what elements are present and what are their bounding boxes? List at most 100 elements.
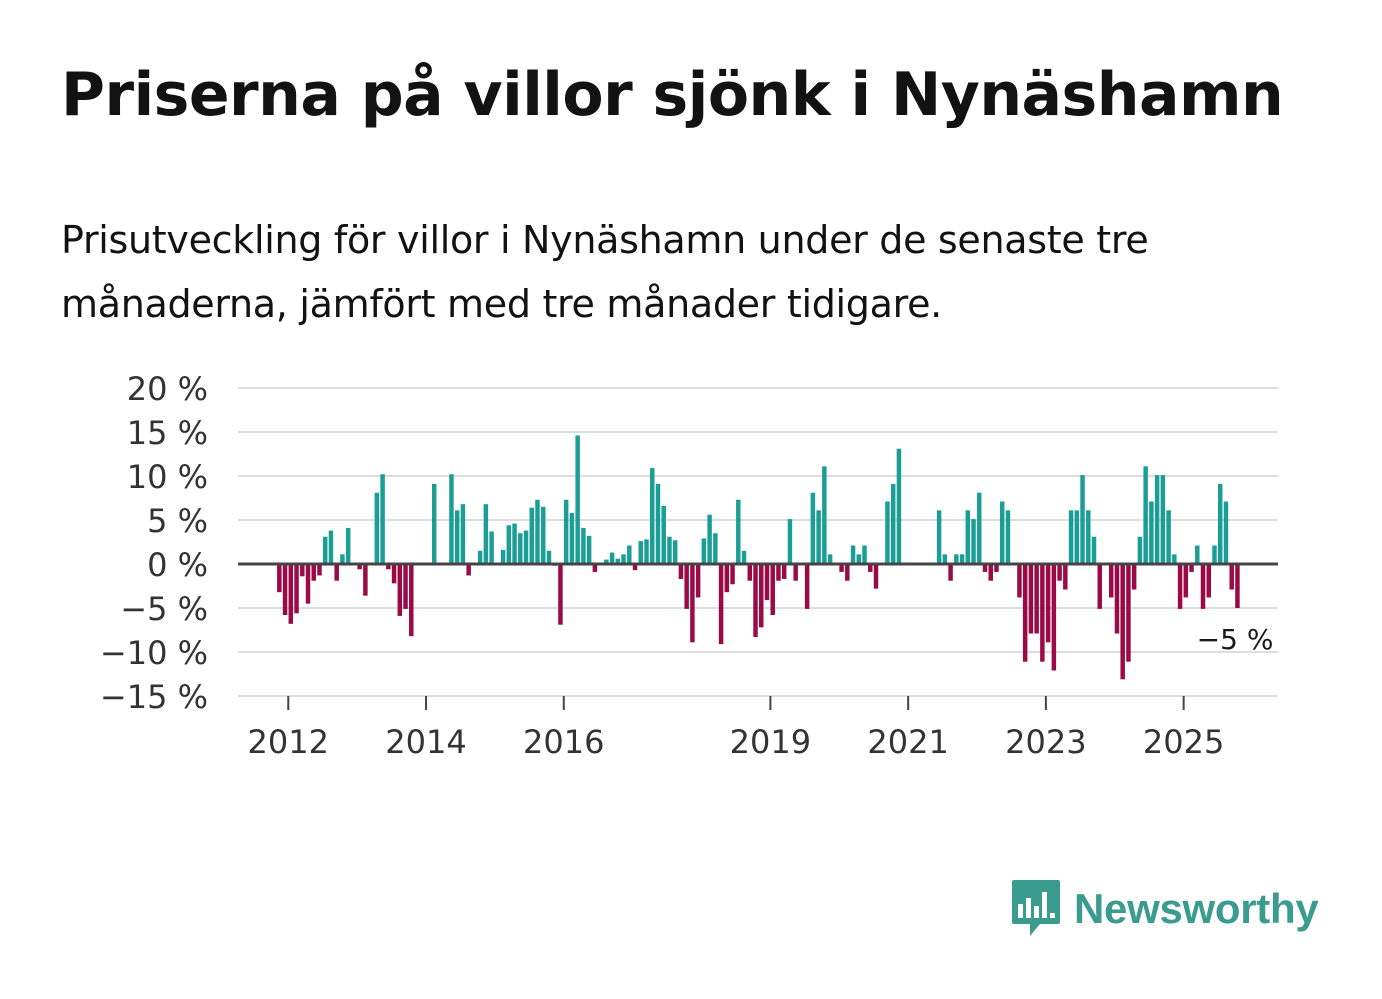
bar <box>391 564 397 584</box>
bar <box>776 564 781 581</box>
bar <box>971 519 976 564</box>
last-value-label: −5 % <box>1197 623 1274 656</box>
bar <box>695 564 701 598</box>
x-tick-label: 2016 <box>523 723 604 761</box>
bar <box>948 564 953 581</box>
bar <box>701 538 707 564</box>
bar <box>650 468 655 564</box>
bar <box>718 564 724 645</box>
bar <box>638 541 644 564</box>
bar <box>523 530 529 564</box>
bar <box>1126 564 1131 662</box>
bar <box>627 545 632 564</box>
bar <box>300 564 305 577</box>
bar <box>403 564 408 609</box>
bar <box>1183 564 1189 598</box>
bar <box>936 510 942 564</box>
y-tick-label: 20 % <box>127 370 208 408</box>
bar <box>667 536 672 564</box>
bar <box>1217 483 1223 564</box>
bar <box>764 564 770 601</box>
bar <box>604 559 609 564</box>
brand-name: Newsworthy <box>1074 885 1319 932</box>
bar <box>615 558 621 564</box>
bar <box>1108 564 1114 598</box>
bar <box>942 554 948 564</box>
bar <box>506 525 512 564</box>
chart-subtitle: Prisutveckling för villor i Nynäshamn un… <box>61 218 1149 326</box>
bar <box>954 554 959 564</box>
bar <box>890 483 896 564</box>
bar <box>741 550 747 564</box>
x-tick-label: 2019 <box>730 723 811 761</box>
bar <box>1097 564 1102 609</box>
bar <box>489 531 494 564</box>
bar <box>277 564 282 593</box>
bar <box>586 535 592 564</box>
bar <box>294 564 299 614</box>
bar <box>328 530 334 564</box>
newsworthy-logo: Newsworthy <box>1010 878 1319 940</box>
bar <box>690 564 695 643</box>
bar <box>856 554 862 564</box>
bar <box>512 523 517 564</box>
y-tick-label: −15 % <box>100 678 208 716</box>
bar <box>839 564 844 572</box>
bar <box>736 499 741 564</box>
bar <box>454 510 460 564</box>
bar <box>311 564 316 581</box>
bar <box>477 550 483 564</box>
bar <box>363 564 368 596</box>
bar <box>540 506 546 564</box>
bar <box>546 550 552 564</box>
bar <box>483 504 489 564</box>
bar <box>1223 501 1229 564</box>
bar <box>340 554 345 564</box>
bar <box>460 504 466 564</box>
bar <box>380 474 385 564</box>
bar <box>466 564 471 576</box>
x-tick-label: 2014 <box>385 723 466 761</box>
bar <box>1229 564 1234 590</box>
bar <box>1080 475 1085 564</box>
bar <box>592 564 598 572</box>
bar <box>1086 510 1091 564</box>
y-tick-label: 0 % <box>147 546 208 584</box>
bar <box>822 466 827 564</box>
bar <box>322 536 328 564</box>
bar <box>1160 475 1166 564</box>
bar <box>988 564 993 581</box>
bar <box>678 564 684 579</box>
bar <box>1195 545 1200 564</box>
bar <box>1212 545 1217 564</box>
bar <box>1137 536 1143 564</box>
bar <box>518 533 523 564</box>
bar <box>868 564 873 572</box>
bar <box>827 554 833 564</box>
bar-chart: 20 % 15 % 10 % 5 % 0 % −5 % −10 % −15 % 2012 2014… <box>100 370 1278 761</box>
bar <box>1114 564 1120 634</box>
bar <box>575 435 580 564</box>
bar <box>845 564 850 581</box>
x-tick-label: 2025 <box>1143 723 1224 761</box>
bar <box>569 512 575 564</box>
bar <box>793 564 798 581</box>
bar <box>317 564 322 576</box>
bar <box>1063 564 1068 590</box>
bar <box>529 507 534 564</box>
bar <box>1005 510 1011 564</box>
bar <box>787 519 793 564</box>
bar <box>770 564 775 616</box>
bar <box>1051 564 1057 671</box>
bar <box>621 554 626 564</box>
bar <box>1143 466 1148 564</box>
bar <box>862 545 867 564</box>
bar <box>644 539 649 564</box>
bar <box>1172 554 1177 564</box>
bar <box>816 510 821 564</box>
bar <box>1166 510 1171 564</box>
bar <box>632 564 638 571</box>
bar <box>1034 564 1039 634</box>
bar <box>804 564 810 609</box>
bar <box>1028 564 1034 634</box>
